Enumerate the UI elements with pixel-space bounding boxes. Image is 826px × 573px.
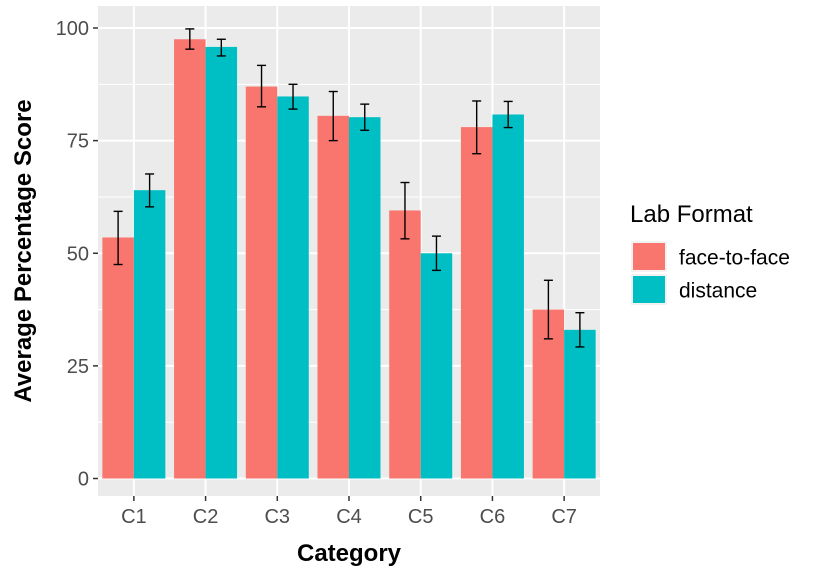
- bar-distance-C5: [420, 253, 453, 479]
- bar-distance-C1: [133, 190, 166, 479]
- x-axis: C1 C2 C3 C4 C5 C6 C7: [121, 496, 577, 528]
- x-tick-label-C5: C5: [408, 506, 434, 528]
- legend-key-distance: [633, 276, 665, 303]
- x-axis-title: Category: [297, 540, 402, 567]
- y-tick-label: 100: [56, 18, 89, 40]
- legend-label-face-to-face: face-to-face: [679, 247, 790, 270]
- y-tick-label: 0: [78, 469, 89, 491]
- bars: [102, 39, 596, 479]
- bar-distance-C3: [277, 96, 309, 479]
- bar-distance-C4: [349, 117, 381, 479]
- y-axis-title: Average Percentage Score: [10, 99, 37, 402]
- x-tick-label-C3: C3: [264, 506, 290, 528]
- y-tick-label: 25: [67, 356, 89, 378]
- x-tick-label-C4: C4: [336, 506, 362, 528]
- legend-label-distance: distance: [679, 280, 757, 303]
- x-tick-label-C7: C7: [551, 506, 577, 528]
- bar-face-to-face-C3: [245, 86, 278, 479]
- y-tick-label: 75: [67, 131, 89, 153]
- bar-face-to-face-C5: [389, 210, 421, 479]
- bar-face-to-face-C4: [317, 115, 349, 479]
- bar-face-to-face-C2: [174, 39, 206, 479]
- x-tick-label-C2: C2: [193, 506, 219, 528]
- bar-face-to-face-C1: [102, 237, 134, 479]
- bar-distance-C2: [205, 46, 238, 479]
- legend: Lab Format face-to-face distance: [630, 201, 790, 305]
- legend-key-face-to-face: [633, 243, 665, 270]
- x-tick-label-C1: C1: [121, 506, 147, 528]
- error-bars: [113, 28, 585, 348]
- bar-distance-C7: [564, 329, 596, 479]
- bar-face-to-face-C6: [460, 127, 493, 479]
- x-tick-label-C6: C6: [480, 506, 506, 528]
- y-tick-label: 50: [67, 243, 89, 265]
- y-axis: 0 25 50 75 100: [56, 18, 98, 491]
- legend-title: Lab Format: [630, 201, 753, 228]
- bar-distance-C6: [492, 114, 524, 479]
